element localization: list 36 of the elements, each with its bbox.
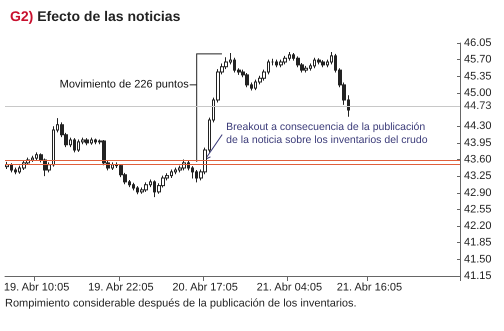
candlestick xyxy=(279,59,283,68)
y-tick-label: 42.90 xyxy=(464,186,492,199)
x-tick-label: 21. Abr 04:05 xyxy=(256,282,322,294)
x-tick-label: 19. Abr 22:05 xyxy=(88,282,154,294)
y-tick-label: 41.15 xyxy=(464,270,492,282)
candlestick xyxy=(85,138,89,146)
x-tick-label: 21. Abr 16:05 xyxy=(336,282,402,294)
candlestick xyxy=(14,167,17,175)
y-tick-label: 43.25 xyxy=(464,170,492,182)
y-tick-label: 46.05 xyxy=(464,37,492,49)
candlestick xyxy=(321,60,325,68)
y-tick-label: 43.95 xyxy=(464,136,492,149)
ref-line-label: 44.73 xyxy=(464,100,492,112)
candlestick xyxy=(47,162,51,173)
y-tick-label: 41.50 xyxy=(464,253,492,266)
candlestick xyxy=(317,58,321,65)
y-tick-label: 45.70 xyxy=(464,54,492,66)
y-tick-label: 42.20 xyxy=(464,220,492,232)
y-tick-label: 45.00 xyxy=(464,86,492,99)
candlestick xyxy=(245,72,249,88)
candlestick xyxy=(304,65,308,73)
annotation: Breakout a consecuencia de la publicación de la noticia sobre los inventarios del crudo xyxy=(226,121,428,146)
chart-title: G2) Efecto de las noticias xyxy=(10,8,181,24)
y-tick-label: 41.85 xyxy=(464,236,492,249)
x-tick-label: 19. Abr 10:05 xyxy=(4,282,70,294)
annotation: Movimiento de 226 puntos xyxy=(60,78,190,90)
candlestick xyxy=(73,138,76,153)
candlestick xyxy=(132,182,135,191)
y-tick-label: 42.55 xyxy=(464,203,492,216)
y-tick-label: 45.35 xyxy=(464,70,492,82)
y-tick-label: 44.30 xyxy=(464,120,492,132)
candlestick xyxy=(283,55,287,65)
y-tick-label: 43.60 xyxy=(464,154,492,166)
text: Rompimiento considerable después de la publicación de los inventarios. xyxy=(5,298,357,310)
candlestick xyxy=(144,182,148,192)
x-tick-label: 20. Abr 17:05 xyxy=(172,282,238,294)
